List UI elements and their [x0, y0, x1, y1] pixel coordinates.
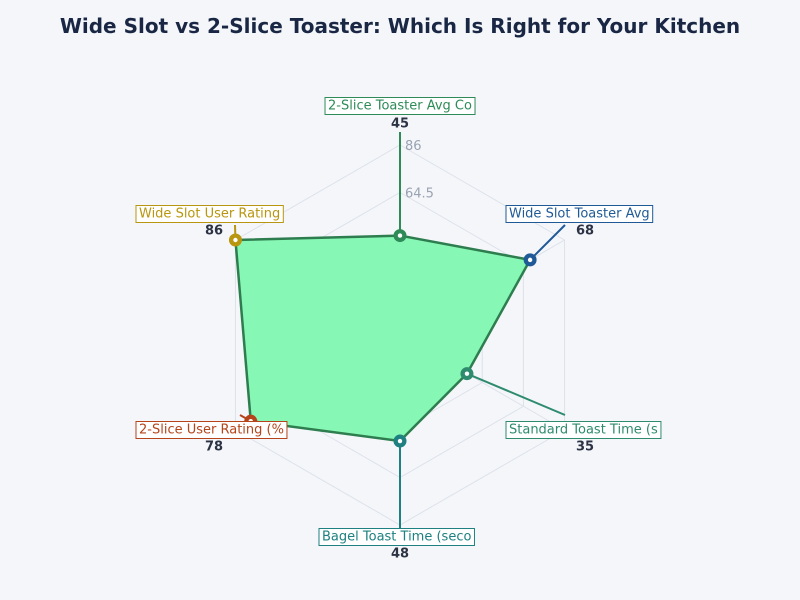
- value-label: 45: [391, 117, 409, 132]
- value-label: 48: [391, 547, 409, 562]
- value-label: 68: [576, 224, 594, 239]
- value-label: 86: [205, 224, 223, 239]
- axis-label: Bagel Toast Time (seco: [322, 530, 471, 545]
- annotation-connector: [466, 372, 566, 416]
- axis-annotation-group: Bagel Toast Time (seco 48: [318, 434, 475, 562]
- value-label: 35: [576, 440, 594, 455]
- data-point-center: [397, 438, 403, 444]
- axis-label: Wide Slot Toaster Avg: [509, 207, 650, 222]
- axis-label-box: [135, 205, 284, 223]
- annotation-connector: [529, 224, 566, 261]
- value-label: 78: [205, 440, 223, 455]
- chart-title: Wide Slot vs 2-Slice Toaster: Which Is R…: [59, 14, 741, 38]
- axis-label: Wide Slot User Rating: [139, 207, 280, 222]
- axis-label: 2-Slice User Rating (%: [139, 423, 284, 438]
- axis-label: 2-Slice Toaster Avg Co: [328, 99, 472, 114]
- axis-label-box: [318, 528, 475, 546]
- axis-label: Standard Toast Time (s: [509, 423, 658, 438]
- axis-label-box: [135, 421, 288, 439]
- data-point-center: [464, 371, 470, 376]
- data-point-center: [233, 237, 238, 243]
- data-area: [234, 234, 532, 443]
- axis-label-box: [324, 97, 476, 115]
- radial-tick-label: 86: [405, 139, 422, 154]
- axis-annotation-group: Wide Slot Toaster Avg 68: [505, 205, 654, 267]
- data-point-center: [397, 233, 403, 238]
- axis-annotation-group: 2-Slice User Rating (% 78: [135, 414, 288, 455]
- axis-label-box: [505, 421, 662, 439]
- radial-tick-label: 64.5: [405, 187, 434, 202]
- axis-label-box: [505, 205, 654, 223]
- axis-annotation-group: Standard Toast Time (s 35: [460, 367, 662, 455]
- data-point-center: [527, 257, 533, 263]
- axis-annotation-group: 2-Slice Toaster Avg Co 45: [324, 97, 476, 243]
- axis-annotation-group: Wide Slot User Rating 86: [135, 205, 284, 247]
